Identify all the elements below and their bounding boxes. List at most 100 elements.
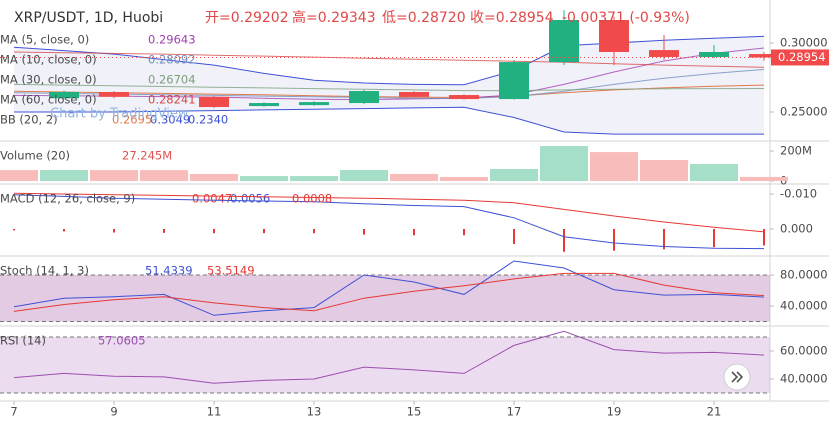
histogram-bar [763, 228, 765, 246]
y-tick-label: 40.0000 [780, 299, 828, 313]
legend-value: 0.0047 [192, 192, 232, 206]
volume-bar [140, 170, 188, 182]
histogram-bar [663, 228, 665, 250]
histogram-bar [163, 228, 165, 233]
ma-line [13, 51, 765, 68]
legend-name: Stoch (14, 1, 3) [0, 264, 89, 278]
x-tick-label: 21 [707, 405, 722, 419]
histogram-bar [63, 228, 65, 232]
legend-value: 0.2340 [188, 113, 228, 127]
legend-value: 0.29643 [148, 33, 196, 47]
volume-bar [290, 176, 338, 182]
legend-value: 57.0605 [98, 334, 146, 348]
y-tick-label: 0.000 [780, 221, 813, 235]
y-tick-label: -0.010 [780, 186, 817, 200]
volume-bar [490, 169, 538, 182]
candle-body [249, 103, 279, 107]
candle-body [399, 92, 429, 97]
y-tick-label: 0.25000 [780, 105, 828, 119]
ohlc-text: 高=0.29343 [292, 9, 376, 26]
histogram-bar [563, 228, 565, 252]
legend-value: 53.5149 [207, 264, 255, 278]
scroll-button-icon[interactable] [731, 371, 744, 383]
histogram-bar [363, 228, 365, 235]
volume-bar [690, 164, 738, 182]
volume-bar [40, 170, 88, 182]
ohlc-text: 开=0.29202 [205, 10, 289, 26]
volume-bar [0, 170, 38, 182]
x-tick-label: 9 [110, 405, 117, 419]
x-tick-label: 15 [407, 405, 422, 419]
ohlc-text: 收=0.28954 [470, 10, 554, 26]
x-tick-label: 11 [207, 405, 222, 419]
y-tick-label: 60.0000 [780, 343, 828, 357]
ma-line [13, 47, 765, 101]
y-tick-label: 0.30000 [780, 36, 828, 50]
volume-bar [640, 160, 688, 182]
candle-body [699, 52, 729, 57]
histogram-bar [613, 228, 615, 251]
volume-bar [390, 173, 438, 182]
legend-value: 0.2695 [112, 113, 152, 127]
last-price-tag [771, 49, 829, 66]
volume-bar [240, 176, 288, 182]
volume-bar [190, 173, 238, 182]
histogram-bar [213, 228, 215, 234]
candle-body [549, 20, 579, 63]
chart-title: XRP/USDT, 1D, Huobi [14, 10, 163, 26]
band-line [13, 35, 765, 86]
x-tick-label: 17 [507, 405, 522, 419]
volume-bar [90, 170, 138, 182]
legend-value: 0.28092 [148, 53, 196, 67]
legend-value: 0.26704 [148, 73, 196, 87]
band-line [14, 106, 764, 135]
candle-body [349, 91, 379, 104]
last-price-label: 0.28954 [778, 50, 826, 64]
band-fill [0, 336, 770, 393]
scroll-button[interactable] [723, 363, 751, 391]
histogram-bar [13, 228, 15, 231]
histogram-bar [713, 228, 715, 248]
legend-name: MA (10, close, 0) [0, 53, 97, 67]
legend-name: MA (5, close, 0) [0, 33, 89, 47]
candle-body [649, 50, 679, 57]
x-tick-label: 13 [307, 405, 322, 419]
ma-line [13, 68, 765, 100]
histogram-bar [413, 228, 415, 236]
volume-bar [440, 176, 488, 182]
legend-value: 0.28241 [148, 93, 196, 107]
candle-body [749, 54, 779, 58]
y-tick-label: 200M [780, 144, 812, 158]
legend-value: 27.245M [122, 149, 172, 163]
ma-line [13, 83, 765, 92]
legend-value: 0.0056 [230, 192, 270, 206]
legend-name: MA (30, close, 0) [0, 73, 97, 87]
legend-name: MACD (12, 26, close, 9) [0, 192, 135, 206]
legend-name: Volume (20) [0, 149, 70, 163]
x-tick-label: 7 [10, 405, 17, 419]
histogram-bar [263, 228, 265, 234]
volume-bar [540, 146, 588, 182]
watermark: Chart by TradingView [50, 107, 189, 122]
candle-body [449, 95, 479, 100]
candle-body [199, 96, 229, 108]
legend-value: 51.4339 [145, 264, 193, 278]
volume-bar [590, 152, 638, 182]
indicator-line [13, 194, 765, 250]
indicator-line [13, 192, 765, 233]
candle-body [49, 92, 79, 99]
histogram-bar [513, 228, 515, 245]
y-tick-label: 40.0000 [780, 371, 828, 385]
legend-name: BB (20, 2) [0, 113, 58, 127]
band-fill [0, 274, 770, 322]
legend-name: MA (60, close, 0) [0, 93, 97, 107]
ohlc-text: -0.00371 (-0.93%) [562, 10, 690, 26]
indicator-line [13, 260, 765, 316]
candle-body [99, 92, 129, 97]
indicator-line [13, 330, 765, 384]
y-tick-label: 80.0000 [780, 267, 828, 281]
x-tick-label: 19 [607, 405, 622, 419]
